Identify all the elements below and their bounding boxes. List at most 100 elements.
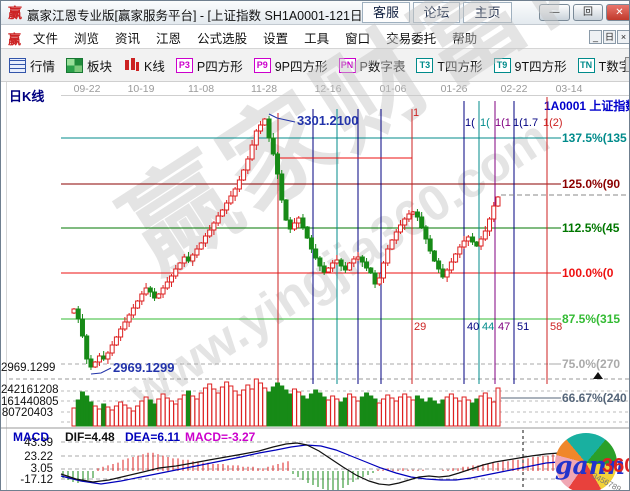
macd-axis-label: 23.22 <box>24 451 53 463</box>
gann-level-label: 100.0%(0 <box>562 266 614 280</box>
symbol-label: 1A0001 上证指数 <box>544 99 630 113</box>
volume-axis-label: 80720403 <box>1 407 53 419</box>
toolbar-item-T四方形[interactable]: T3 T四方形 <box>416 56 483 75</box>
toolbar-item-T数字表[interactable]: TNT数字表 <box>577 56 629 75</box>
mdi-restore-button[interactable]: 日 <box>603 30 616 44</box>
app-logo-icon: 赢 <box>8 5 22 21</box>
gann-level-label: 137.5%(135 <box>562 131 627 145</box>
gann-level-label: 112.5%(45 <box>562 221 620 235</box>
high-annotation: 3301.2100 <box>297 113 359 128</box>
volume-axis-label: 161440805 <box>1 396 59 408</box>
cycle-top-label: 1( <box>465 117 475 129</box>
toolbar-item-K线[interactable]: K线 <box>123 56 165 75</box>
mdi-close-button[interactable]: × <box>617 30 629 44</box>
cycle-number-29: 29 <box>414 321 427 333</box>
date-tick-01-06: 01-06 <box>379 83 407 95</box>
T3-icon: T3 <box>416 57 434 73</box>
date-axis-line <box>61 95 629 96</box>
date-tick-12-16: 12-16 <box>314 83 342 95</box>
toolbar-item-label: P数字表 <box>359 59 406 74</box>
minimize-button[interactable]: — <box>539 4 570 21</box>
cycle-number-58: 58 <box>550 321 563 333</box>
cycle-number-44: 44 <box>482 321 495 333</box>
menu-item-帮助[interactable]: 帮助 <box>452 32 478 46</box>
gann360-logo-text: gann <box>555 451 626 480</box>
low-annotation: 2969.1299 <box>113 360 175 375</box>
TN-icon: TN <box>577 57 595 73</box>
candle-icon <box>123 57 140 73</box>
blocks-icon <box>66 57 84 73</box>
menu-item-窗口[interactable]: 窗口 <box>345 32 371 46</box>
toolbar-overflow-icon[interactable] <box>625 57 629 72</box>
date-axis: 09-22 10-19 11-08 11-28 12-16 01-06 01-26 02-22… <box>1 83 629 95</box>
toolbar-item-9T四方形[interactable]: T9 9T四方形 <box>493 56 567 75</box>
maximize-button[interactable]: 回 <box>573 4 603 21</box>
gann-level-label: 87.5%(315 <box>562 312 621 326</box>
cycle-top-label: 1(1.7 <box>513 117 539 129</box>
window-title: 赢家江恩专业版[赢家服务平台] - [上证指数 SH1A0001-121日K <box>27 9 363 22</box>
toolbar-item-9P四方形[interactable]: P9 9P四方形 <box>253 56 328 75</box>
toolbar-item-label: 9P四方形 <box>274 59 328 74</box>
date-tick-11-28: 11-28 <box>250 83 278 95</box>
macd-value: MACD=-3.27 <box>185 430 256 444</box>
toolbar-item-P数字表[interactable]: PN P数字表 <box>338 56 406 75</box>
cycle-number-40: 40 <box>467 321 480 333</box>
menu-item-公式选股[interactable]: 公式选股 <box>197 32 248 46</box>
macd-axis-label: 43.39 <box>24 437 53 449</box>
gann-level-label: 66.67%(240 <box>562 391 627 405</box>
toolbar: 行情 板块 K线 P3 P四方形 P9 9P四方形 PN P数字表 T3 T四方形 T9 9T四方形 TN… <box>1 49 629 82</box>
volume-axis-label: 242161208 <box>1 384 59 396</box>
toolbar-item-label: 9T四方形 <box>514 59 567 74</box>
gann-level-label: 125.0%(90 <box>562 177 621 191</box>
macd-axis-label: -17.12 <box>20 474 53 486</box>
grid-icon <box>9 57 26 73</box>
price-axis-label: 2969.1299 <box>1 362 56 374</box>
menu-item-资讯[interactable]: 资讯 <box>115 32 141 46</box>
toolbar-item-板块[interactable]: 板块 <box>66 56 112 75</box>
date-tick-02-22: 02-22 <box>500 83 528 95</box>
toolbar-item-label: K线 <box>144 59 165 74</box>
menu-item-文件[interactable]: 文件 <box>33 32 59 46</box>
price-chart-plot[interactable] <box>1 92 630 491</box>
gann360-logo-number: 360 <box>602 455 629 477</box>
P3-icon: P3 <box>175 57 193 73</box>
mdi-minimize-button[interactable]: _ <box>589 30 602 44</box>
toolbar-item-label: 行情 <box>30 59 56 74</box>
date-tick-10-19: 10-19 <box>127 83 155 95</box>
date-tick-11-08: 11-08 <box>187 83 215 95</box>
cycle-top-label: 1(2) <box>543 117 563 129</box>
home-button[interactable]: 主页 <box>463 2 512 23</box>
cycle-number-47: 47 <box>498 321 511 333</box>
service-button[interactable]: 客服 <box>362 2 410 23</box>
cycle-top-label: 1(1 <box>495 117 511 129</box>
toolbar-item-P四方形[interactable]: P3 P四方形 <box>175 56 243 75</box>
T9-icon: T9 <box>493 57 511 73</box>
date-tick-09-22: 09-22 <box>73 83 101 95</box>
macd-dea-value: DEA=6.11 <box>125 430 181 444</box>
toolbar-item-label: T数字表 <box>598 59 629 74</box>
gann360-logo: gann 360 3456789 <box>549 431 629 490</box>
date-tick-01-26: 01-26 <box>440 83 468 95</box>
macd-dif-value: DIF=4.48 <box>65 430 115 444</box>
toolbar-item-label: P四方形 <box>196 59 243 74</box>
toolbar-item-行情[interactable]: 行情 <box>9 56 55 75</box>
gann-level-label: 75.0%(270 <box>562 357 621 371</box>
menu-item-交易委托[interactable]: 交易委托 <box>386 32 437 46</box>
forum-button[interactable]: 论坛 <box>413 2 460 23</box>
cycle-top-label: 1 <box>413 107 420 119</box>
cycle-top-label: 1( <box>480 117 490 129</box>
gann360-globe-icon <box>555 433 617 490</box>
menu-item-工具[interactable]: 工具 <box>304 32 330 46</box>
toolbar-item-label: T四方形 <box>437 59 483 74</box>
menu-item-设置[interactable]: 设置 <box>263 32 289 46</box>
menu-item-江恩[interactable]: 江恩 <box>156 32 182 46</box>
date-tick-03-14: 03-14 <box>555 83 583 95</box>
menu-items: 文件 浏览 资讯 江恩 公式选股 设置 工具 窗口 交易委托 帮助 <box>25 26 485 49</box>
title-bar: 赢 赢家江恩专业版[赢家服务平台] - [上证指数 SH1A0001-121日K… <box>1 1 629 25</box>
menu-item-浏览[interactable]: 浏览 <box>74 32 100 46</box>
P9-icon: P9 <box>253 57 271 73</box>
close-button[interactable]: ✕ <box>606 4 629 21</box>
cycle-number-51: 51 <box>517 321 530 333</box>
PN-icon: PN <box>338 57 356 73</box>
